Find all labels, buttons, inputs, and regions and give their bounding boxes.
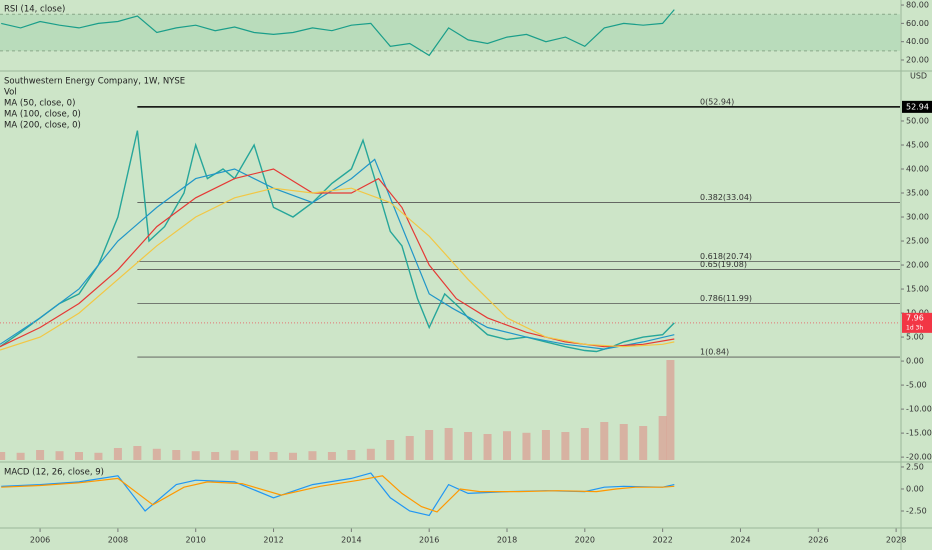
fib-label: 0.786(11.99) bbox=[700, 294, 752, 303]
x-tick-label: 2028 bbox=[886, 536, 906, 545]
y-tick-label: 0.00 bbox=[906, 484, 924, 493]
y-tick-label: 30.00 bbox=[906, 213, 929, 222]
x-tick-label: 2026 bbox=[808, 536, 828, 545]
x-tick-label: 2022 bbox=[652, 536, 672, 545]
x-tick-label: 2024 bbox=[730, 536, 750, 545]
y-tick-label: -15.00 bbox=[906, 429, 932, 438]
legend-entry: MA (200, close, 0) bbox=[4, 121, 81, 131]
volume-bar bbox=[0, 452, 6, 460]
volume-bar bbox=[658, 416, 667, 460]
y-tick-label: 40.00 bbox=[906, 37, 929, 46]
legend-entry: MA (50, close, 0) bbox=[4, 99, 75, 109]
volume-bar bbox=[425, 430, 434, 460]
volume-bar bbox=[269, 452, 278, 460]
y-tick-label: 50.00 bbox=[906, 116, 929, 125]
y-tick-label: 45.00 bbox=[906, 140, 929, 149]
series-line bbox=[0, 158, 675, 350]
volume-bar bbox=[541, 430, 550, 460]
x-tick-label: 2018 bbox=[497, 536, 517, 545]
volume-bar bbox=[211, 452, 220, 460]
x-tick-label: 2020 bbox=[575, 536, 595, 545]
volume-bar bbox=[288, 452, 297, 460]
series-line bbox=[1, 475, 675, 513]
volume-bar bbox=[619, 424, 628, 460]
volume-bar bbox=[366, 448, 375, 460]
volume-bar bbox=[133, 446, 142, 460]
volume-bar bbox=[386, 440, 395, 460]
y-tick-label: -20.00 bbox=[906, 453, 932, 462]
volume-bar bbox=[444, 428, 453, 460]
legend-entry: MA (100, close, 0) bbox=[4, 110, 81, 120]
fib-label: 0.65(19.08) bbox=[700, 260, 747, 269]
series-line bbox=[0, 130, 675, 353]
series-line bbox=[0, 187, 675, 351]
series-line bbox=[0, 168, 675, 348]
volume-bar bbox=[172, 450, 181, 460]
y-tick-label: 40.00 bbox=[906, 165, 929, 174]
volume-bar bbox=[347, 450, 356, 460]
y-tick-label: 20.00 bbox=[906, 56, 929, 65]
fib-label: 0.382(33.04) bbox=[700, 193, 752, 202]
volume-bar bbox=[230, 450, 239, 460]
pane-title: Southwestern Energy Company, 1W, NYSE bbox=[4, 77, 185, 87]
y-tick-label: 2.50 bbox=[906, 462, 924, 471]
fib-label: 0(52.94) bbox=[700, 97, 734, 106]
y-tick-label: 80.00 bbox=[906, 1, 929, 10]
last-price: 7.96 bbox=[906, 313, 924, 322]
volume-bar bbox=[483, 434, 492, 460]
volume-bar bbox=[152, 448, 161, 460]
x-tick-label: 2012 bbox=[263, 536, 283, 545]
x-tick-label: 2010 bbox=[186, 536, 206, 545]
volume-bar bbox=[308, 451, 317, 460]
volume-bar bbox=[639, 426, 648, 460]
y-tick-label: -10.00 bbox=[906, 405, 932, 414]
rsi-band bbox=[0, 14, 900, 51]
series-line bbox=[1, 9, 675, 57]
y-tick-label: 0.00 bbox=[906, 357, 924, 366]
volume-bar bbox=[113, 448, 122, 460]
x-tick-label: 2016 bbox=[419, 536, 439, 545]
currency-label: USD bbox=[910, 72, 927, 81]
y-tick-label: 25.00 bbox=[906, 237, 929, 246]
series-line bbox=[1, 472, 675, 517]
volume-bar bbox=[16, 452, 25, 460]
volume-bar bbox=[580, 428, 589, 460]
volume-bar bbox=[191, 451, 200, 460]
pane-title: MACD (12, 26, close, 9) bbox=[4, 468, 104, 478]
volume-bar bbox=[55, 451, 64, 460]
y-tick-label: 20.00 bbox=[906, 261, 929, 270]
volume-bar bbox=[94, 452, 103, 460]
y-tick-label: 60.00 bbox=[906, 19, 929, 28]
volume-bar bbox=[327, 452, 336, 460]
volume-bar bbox=[464, 432, 473, 460]
volume-bar bbox=[600, 422, 609, 460]
x-tick-label: 2006 bbox=[30, 536, 50, 545]
pane-title: RSI (14, close) bbox=[4, 5, 65, 15]
last-price-box bbox=[902, 312, 932, 333]
fib-label: 1(0.84) bbox=[700, 348, 729, 357]
volume-bar bbox=[666, 360, 675, 460]
legend-entry: Vol bbox=[4, 88, 17, 98]
volume-bar bbox=[250, 451, 259, 460]
high-price: 52.94 bbox=[906, 102, 929, 111]
y-tick-label: 35.00 bbox=[906, 189, 929, 198]
x-tick-label: 2008 bbox=[108, 536, 128, 545]
x-tick-label: 2014 bbox=[341, 536, 361, 545]
volume-bar bbox=[36, 450, 45, 460]
volume-bar bbox=[503, 431, 512, 460]
volume-bar bbox=[74, 452, 83, 460]
volume-bar bbox=[405, 436, 414, 460]
y-tick-label: 15.00 bbox=[906, 285, 929, 294]
fib-label: 0.618(20.74) bbox=[700, 252, 752, 261]
y-tick-label: 5.00 bbox=[906, 333, 924, 342]
y-tick-label: -5.00 bbox=[906, 381, 927, 390]
volume-bar bbox=[561, 432, 570, 460]
high-price-box bbox=[902, 100, 932, 113]
y-tick-label: -2.50 bbox=[906, 506, 927, 515]
countdown: 1d 3h bbox=[906, 324, 923, 331]
volume-bar bbox=[522, 432, 531, 460]
